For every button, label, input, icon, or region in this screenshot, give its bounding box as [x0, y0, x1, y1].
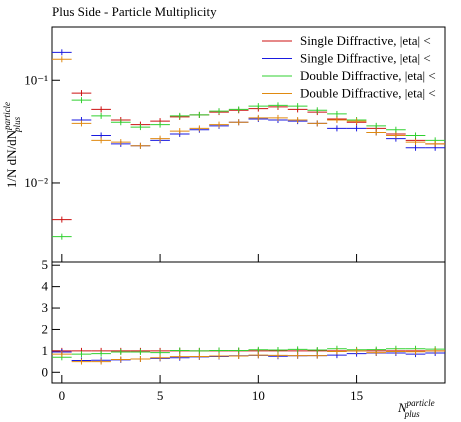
ratio-y-tick-label: 0: [42, 364, 49, 379]
x-tick-label: 5: [157, 388, 164, 403]
x-label-sup: particle: [406, 398, 435, 408]
y-label-sup: particle: [2, 102, 12, 131]
chart-title: Plus Side - Particle Multiplicity: [52, 4, 217, 19]
ratio-y-tick-label: 4: [42, 279, 49, 294]
ratio-y-tick-label: 1: [42, 343, 49, 358]
x-tick-label: 15: [350, 388, 363, 403]
legend-label: Double Diffractive, |eta| <: [300, 86, 436, 101]
y-tick-label: 10⁻¹: [24, 72, 48, 87]
y-tick-label: 10⁻²: [24, 175, 48, 190]
ratio-y-tick-label: 2: [42, 321, 49, 336]
x-label-main: N: [397, 400, 408, 415]
y-label-sub: plus: [12, 116, 22, 133]
x-tick-label: 0: [59, 388, 66, 403]
legend-label: Double Diffractive, |eta| <: [300, 68, 436, 83]
legend-label: Single Diffractive, |eta| <: [300, 33, 431, 48]
y-label-main: 1/N dN/dN: [4, 129, 19, 188]
x-axis-label: Nparticle plus: [397, 398, 435, 419]
ratio-y-tick-label: 3: [42, 300, 49, 315]
legend-label: Single Diffractive, |eta| <: [300, 51, 431, 66]
x-label-sub: plus: [404, 409, 421, 419]
x-tick-label: 10: [252, 388, 265, 403]
ratio-y-tick-label: 5: [42, 257, 49, 272]
ratio-frame: [51, 261, 446, 384]
y-axis-label: 1/N dN/dNparticleplus: [2, 102, 22, 188]
